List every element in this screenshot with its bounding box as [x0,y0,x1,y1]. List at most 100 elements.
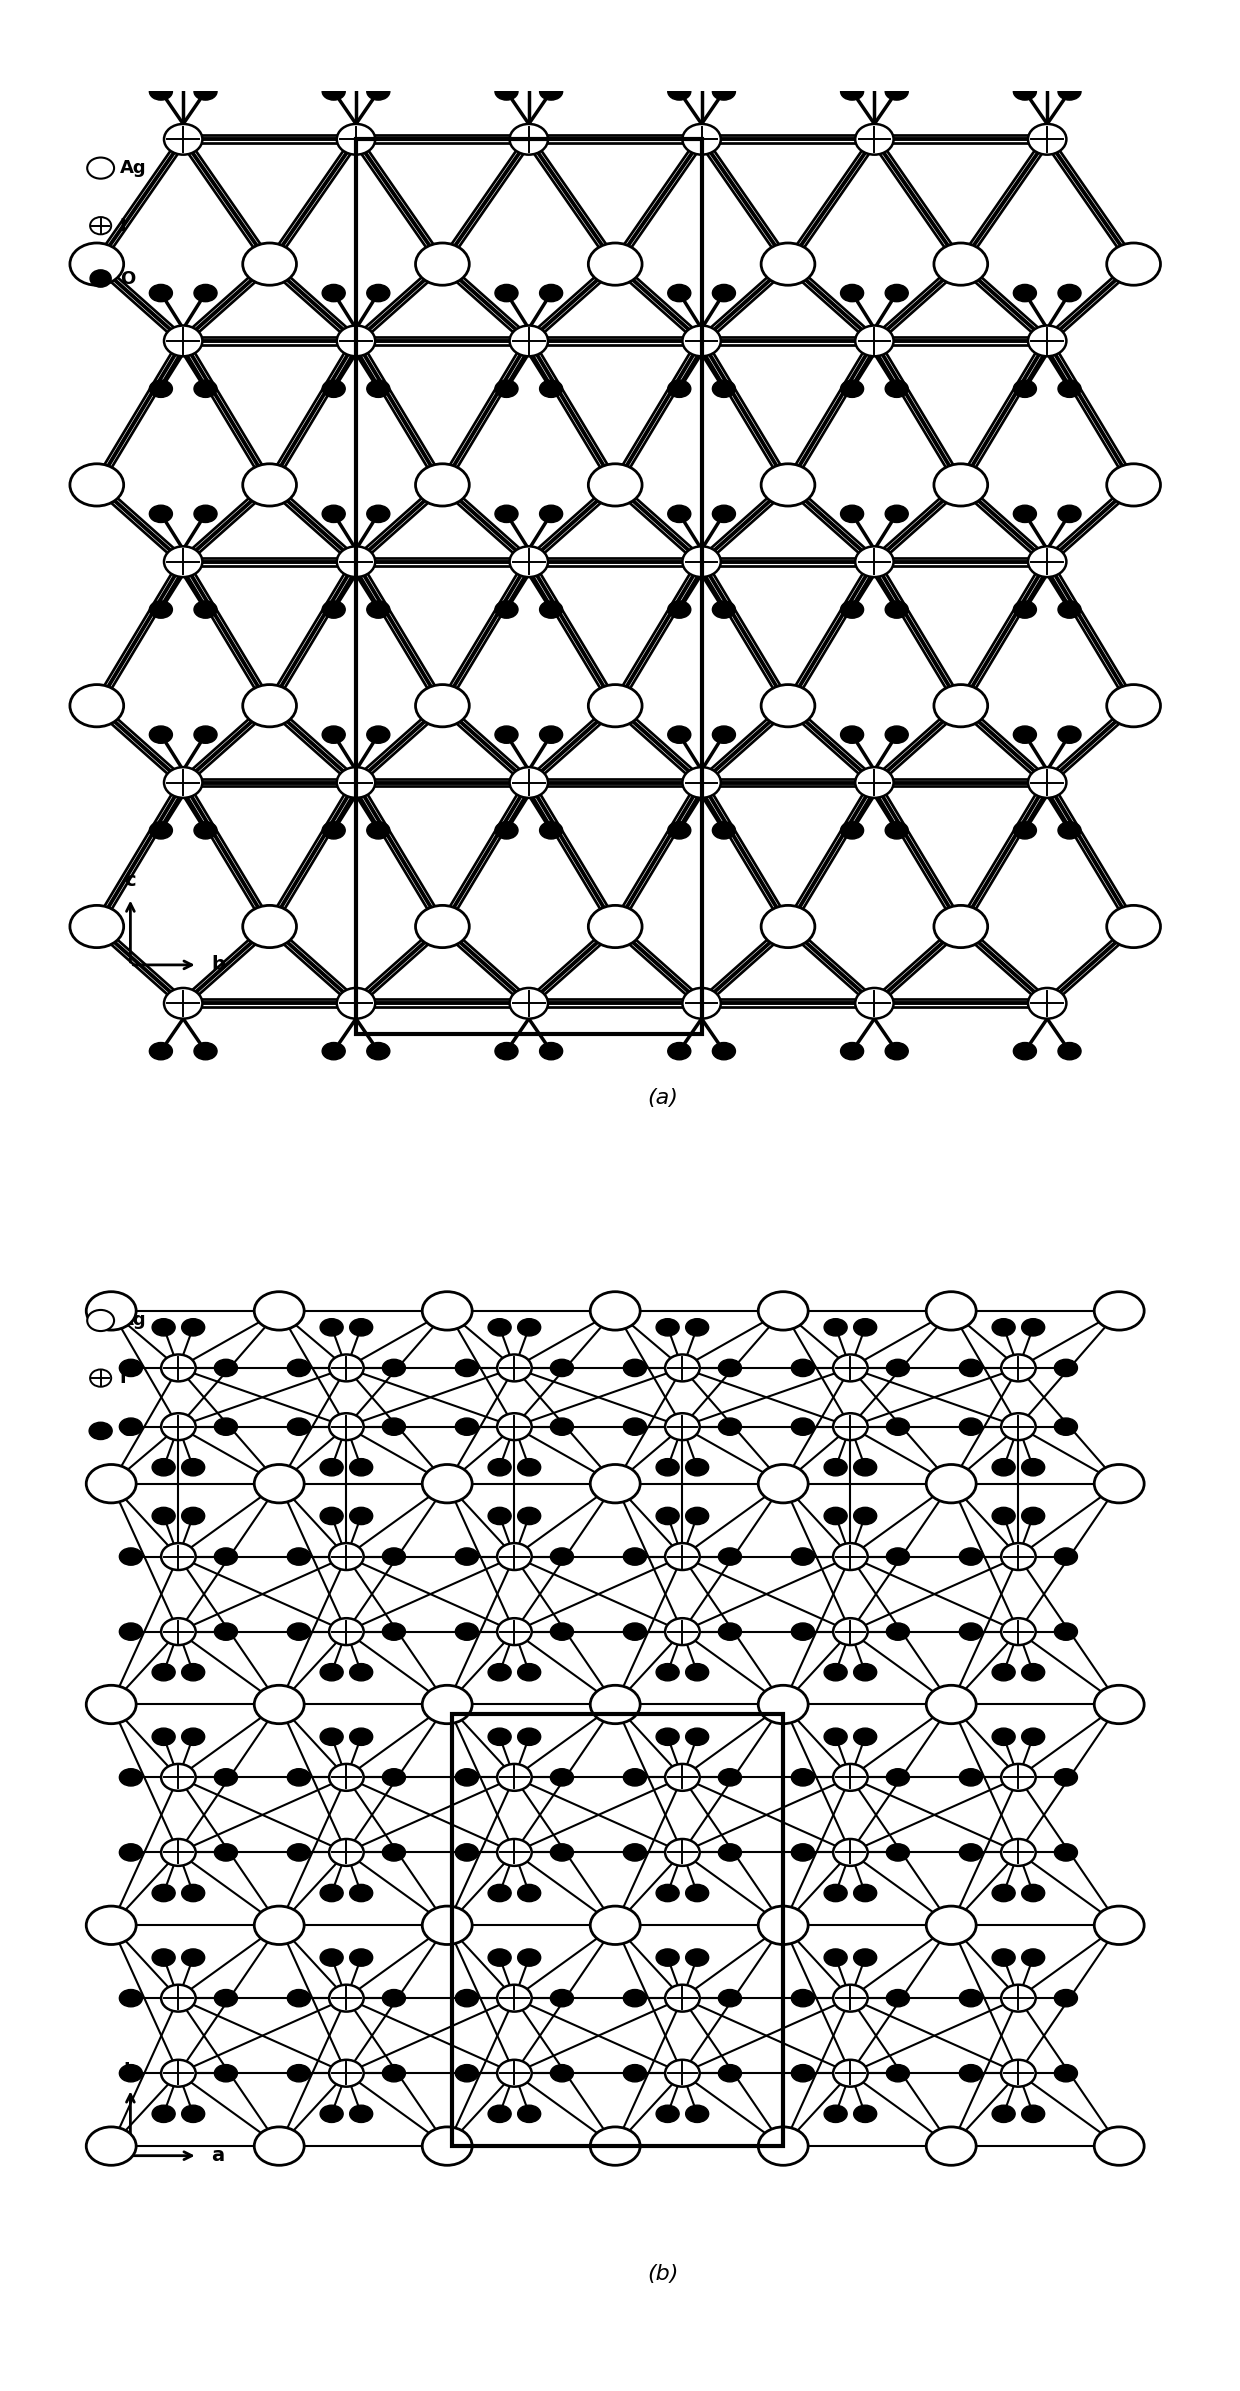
Ellipse shape [1094,1906,1145,1944]
Ellipse shape [665,1765,699,1791]
Ellipse shape [590,1686,640,1724]
Ellipse shape [329,1353,363,1382]
Ellipse shape [624,1623,646,1640]
Ellipse shape [665,1413,699,1439]
Ellipse shape [761,906,815,947]
Ellipse shape [1013,505,1037,524]
Ellipse shape [415,464,469,507]
Ellipse shape [718,1989,742,2006]
Ellipse shape [853,1506,877,1525]
Ellipse shape [624,1358,646,1377]
Ellipse shape [682,124,720,155]
Ellipse shape [1058,380,1081,397]
Ellipse shape [1058,285,1081,301]
Ellipse shape [322,285,345,301]
Ellipse shape [119,1418,143,1435]
Ellipse shape [489,1459,511,1475]
Ellipse shape [288,1843,310,1860]
Ellipse shape [1022,1320,1044,1337]
Ellipse shape [761,684,815,727]
Text: I: I [120,1370,126,1387]
Ellipse shape [668,505,691,524]
Ellipse shape [455,1623,479,1640]
Ellipse shape [337,325,376,356]
Ellipse shape [495,600,518,619]
Ellipse shape [992,1664,1016,1681]
Ellipse shape [87,2128,136,2166]
Ellipse shape [193,1042,217,1059]
Ellipse shape [153,1506,175,1525]
Ellipse shape [367,84,389,100]
Ellipse shape [833,2059,868,2087]
Ellipse shape [960,2063,982,2083]
Ellipse shape [926,1291,976,1329]
Ellipse shape [193,380,217,397]
Ellipse shape [367,380,389,397]
Ellipse shape [489,1320,511,1337]
Ellipse shape [686,1506,709,1525]
Ellipse shape [668,600,691,619]
Ellipse shape [1001,1765,1035,1791]
Ellipse shape [665,1542,699,1571]
Ellipse shape [119,1623,143,1640]
Ellipse shape [382,1418,405,1435]
Ellipse shape [320,1664,343,1681]
Text: I: I [120,218,126,234]
Ellipse shape [181,1459,205,1475]
Ellipse shape [718,2063,742,2083]
Ellipse shape [497,1413,532,1439]
Ellipse shape [682,548,720,576]
Ellipse shape [382,1358,405,1377]
Ellipse shape [164,768,202,799]
Ellipse shape [841,600,863,619]
Ellipse shape [887,1989,909,2006]
Ellipse shape [517,1459,541,1475]
Ellipse shape [926,1466,976,1504]
Text: b: b [124,2061,138,2080]
Ellipse shape [1058,1042,1081,1059]
Ellipse shape [254,2128,304,2166]
Ellipse shape [119,1843,143,1860]
Ellipse shape [382,1843,405,1860]
Ellipse shape [510,548,548,576]
Ellipse shape [1058,505,1081,524]
Ellipse shape [960,1623,982,1640]
Ellipse shape [992,1884,1016,1901]
Ellipse shape [885,84,908,100]
Ellipse shape [288,1623,310,1640]
Ellipse shape [856,124,894,155]
Ellipse shape [350,1884,373,1901]
Ellipse shape [455,1769,479,1786]
Ellipse shape [758,1291,808,1329]
Ellipse shape [841,823,863,839]
Ellipse shape [791,1769,815,1786]
Ellipse shape [588,684,642,727]
Ellipse shape [992,1729,1016,1745]
Ellipse shape [243,244,296,285]
Ellipse shape [322,727,345,744]
Ellipse shape [1001,1985,1035,2011]
Ellipse shape [497,1765,532,1791]
Ellipse shape [718,1418,742,1435]
Ellipse shape [791,1547,815,1566]
Ellipse shape [164,325,202,356]
Ellipse shape [885,823,908,839]
Ellipse shape [193,727,217,744]
Ellipse shape [254,1466,304,1504]
Ellipse shape [1058,823,1081,839]
Ellipse shape [1028,325,1066,356]
Ellipse shape [539,285,563,301]
Ellipse shape [841,727,863,744]
Ellipse shape [495,380,518,397]
Ellipse shape [87,1310,114,1332]
Ellipse shape [960,1769,982,1786]
Ellipse shape [320,1729,343,1745]
Ellipse shape [833,1619,868,1645]
Ellipse shape [193,84,217,100]
Ellipse shape [119,1769,143,1786]
Ellipse shape [624,1769,646,1786]
Ellipse shape [665,1353,699,1382]
Ellipse shape [539,1042,563,1059]
Ellipse shape [215,1623,237,1640]
Ellipse shape [682,987,720,1019]
